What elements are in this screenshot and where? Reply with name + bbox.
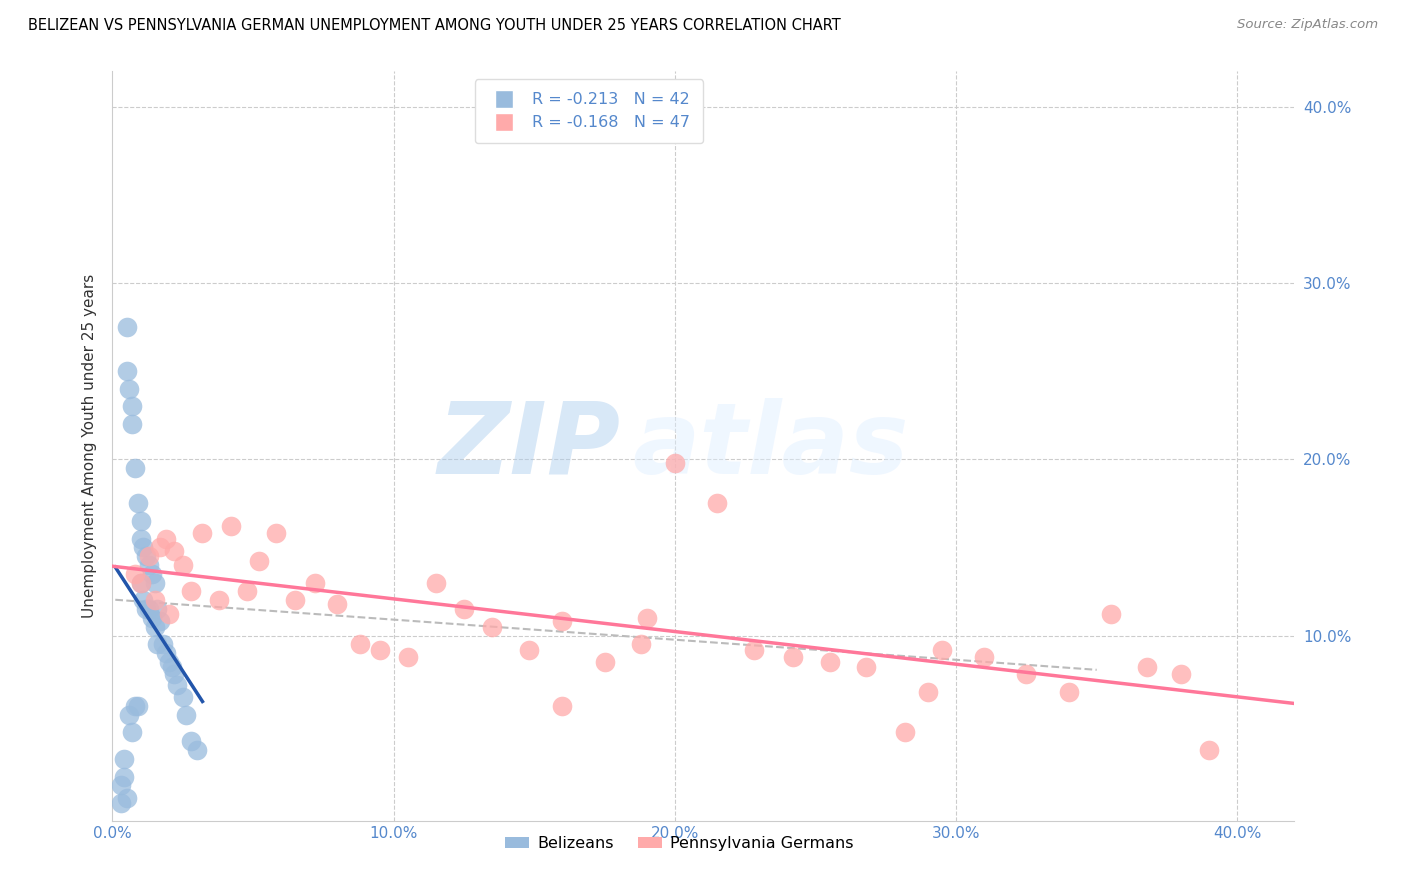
Text: Source: ZipAtlas.com: Source: ZipAtlas.com [1237,18,1378,31]
Point [396,649,419,664]
Point [855,660,877,674]
Point [163,667,186,681]
Point [127,496,149,510]
Point [129,575,152,590]
Point [349,637,371,651]
Point [115,364,138,378]
Point [1198,743,1220,757]
Point [138,558,160,572]
Point [172,558,194,572]
Y-axis label: Unemployment Among Youth under 25 years: Unemployment Among Youth under 25 years [82,274,97,618]
Legend: Belizeans, Pennsylvania Germans: Belizeans, Pennsylvania Germans [499,830,859,857]
Point [121,400,143,414]
Point [157,607,180,622]
Point [630,637,652,651]
Point [706,496,728,510]
Point [143,575,166,590]
Point [368,642,391,657]
Point [146,602,169,616]
Point [186,743,208,757]
Point [135,549,157,564]
Point [160,660,183,674]
Point [141,611,163,625]
Point [118,707,141,722]
Point [517,642,540,657]
Point [551,615,574,629]
Point [110,796,132,810]
Point [141,566,163,581]
Point [1170,667,1192,681]
Point [236,584,259,599]
Point [115,320,138,334]
Point [124,566,146,581]
Point [124,461,146,475]
Point [163,544,186,558]
Point [149,541,172,555]
Point [453,602,475,616]
Point [129,532,152,546]
Point [593,655,616,669]
Point [127,699,149,714]
Text: BELIZEAN VS PENNSYLVANIA GERMAN UNEMPLOYMENT AMONG YOUTH UNDER 25 YEARS CORRELAT: BELIZEAN VS PENNSYLVANIA GERMAN UNEMPLOY… [28,18,841,33]
Point [115,790,138,805]
Point [129,514,152,528]
Point [425,575,447,590]
Point [1057,685,1080,699]
Point [326,597,349,611]
Point [149,615,172,629]
Point [132,541,155,555]
Point [782,649,804,664]
Point [174,707,197,722]
Point [121,725,143,739]
Point [304,575,326,590]
Point [1099,607,1122,622]
Point [135,602,157,616]
Point [124,699,146,714]
Point [157,655,180,669]
Point [219,519,242,533]
Point [112,752,135,766]
Point [166,678,188,692]
Point [129,575,152,590]
Point [191,526,214,541]
Point [1015,667,1038,681]
Point [155,646,177,660]
Point [931,642,953,657]
Point [132,593,155,607]
Point [180,584,202,599]
Text: ZIP: ZIP [437,398,620,494]
Point [1136,660,1159,674]
Point [143,620,166,634]
Point [818,655,841,669]
Point [481,620,503,634]
Point [284,593,307,607]
Point [152,637,174,651]
Point [551,699,574,714]
Point [180,734,202,748]
Point [208,593,231,607]
Point [112,770,135,784]
Point [742,642,765,657]
Point [664,456,686,470]
Point [121,417,143,431]
Point [636,611,658,625]
Point [138,549,160,564]
Text: atlas: atlas [633,398,908,494]
Point [894,725,917,739]
Point [155,532,177,546]
Point [264,526,287,541]
Point [247,554,270,568]
Point [172,690,194,705]
Point [110,778,132,792]
Point [143,593,166,607]
Point [118,382,141,396]
Point [973,649,995,664]
Point [138,602,160,616]
Point [146,637,169,651]
Point [917,685,939,699]
